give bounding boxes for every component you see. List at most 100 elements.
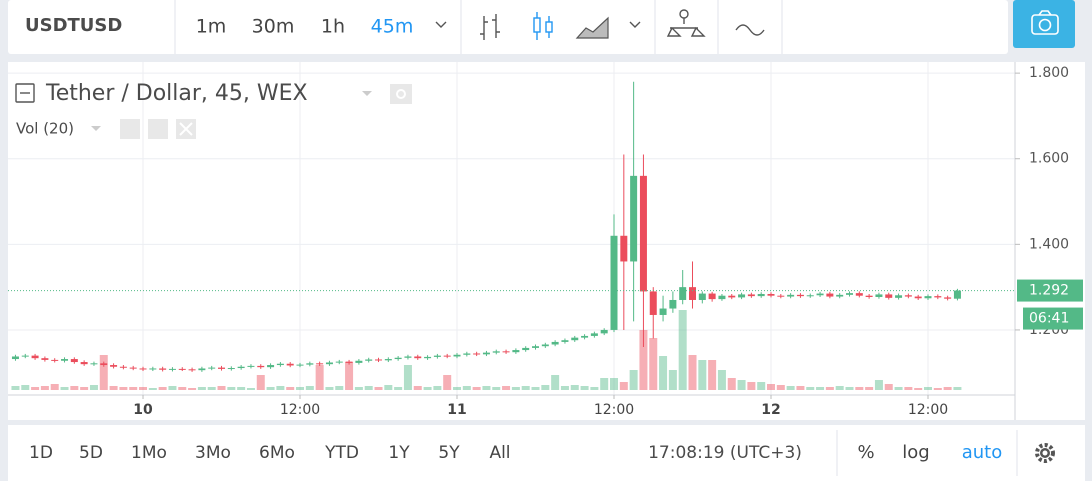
compare-icon[interactable] bbox=[735, 24, 765, 36]
candle-body bbox=[70, 359, 78, 363]
candle-body bbox=[414, 356, 422, 359]
candle-body bbox=[924, 296, 932, 299]
indicator-hide[interactable] bbox=[120, 119, 140, 139]
candle-body bbox=[11, 356, 19, 360]
range-button[interactable]: 6Mo bbox=[259, 443, 295, 463]
indicator-dropdown[interactable] bbox=[91, 126, 101, 131]
x-tick-label: 12:00 bbox=[908, 402, 948, 418]
volume-bar bbox=[884, 384, 893, 390]
candle-body bbox=[129, 367, 137, 369]
bars-icon[interactable] bbox=[480, 14, 500, 40]
candle-body bbox=[355, 360, 363, 363]
candles-icon[interactable] bbox=[533, 12, 553, 40]
candle-body bbox=[188, 369, 196, 371]
volume-bar bbox=[619, 382, 628, 390]
volume-pane bbox=[11, 310, 962, 390]
area-icon[interactable] bbox=[575, 16, 609, 39]
volume-bar bbox=[139, 387, 148, 390]
candle-body bbox=[855, 293, 863, 296]
indicators-icon[interactable] bbox=[666, 9, 706, 37]
interval-button[interactable]: 1h bbox=[321, 16, 345, 38]
indicator-settings[interactable] bbox=[148, 119, 168, 139]
scale-option[interactable]: auto bbox=[962, 442, 1003, 463]
volume-bar bbox=[492, 387, 501, 390]
candles bbox=[11, 81, 961, 372]
range-button[interactable]: 5Y bbox=[438, 443, 460, 463]
interval-button[interactable]: 30m bbox=[252, 16, 295, 38]
x-tick-label: 12 bbox=[761, 402, 780, 418]
range-button[interactable]: 5D bbox=[79, 443, 103, 463]
candle-body bbox=[80, 362, 88, 365]
scale-option[interactable]: % bbox=[857, 442, 874, 463]
candle-body bbox=[944, 297, 952, 299]
candle-body bbox=[630, 175, 638, 262]
chart-type-dropdown[interactable] bbox=[629, 21, 641, 28]
volume-bar bbox=[678, 310, 687, 390]
symbol[interactable]: USDTUSD bbox=[25, 15, 122, 36]
volume-bar bbox=[217, 386, 226, 390]
candle-body bbox=[689, 287, 697, 300]
y-tick-label: 1.800 bbox=[1029, 65, 1069, 81]
volume-bar bbox=[207, 387, 216, 390]
candle-body bbox=[149, 368, 157, 370]
dividers bbox=[174, 0, 783, 54]
volume-bar bbox=[472, 387, 481, 390]
collapse-icon[interactable] bbox=[15, 83, 35, 103]
volume-bar bbox=[99, 355, 108, 390]
interval-button[interactable]: 45m bbox=[371, 16, 414, 38]
volume-bar bbox=[31, 387, 40, 390]
range-button[interactable]: All bbox=[489, 443, 510, 463]
bottom-toolbar bbox=[8, 425, 1085, 481]
volume-bar bbox=[197, 387, 206, 390]
volume-bar bbox=[914, 388, 923, 390]
candle-body bbox=[826, 293, 834, 297]
volume-bar bbox=[511, 387, 520, 390]
range-button[interactable]: 1Mo bbox=[131, 443, 167, 463]
candle-body bbox=[708, 293, 716, 300]
candle-body bbox=[159, 368, 167, 370]
candle-body bbox=[394, 357, 402, 360]
settings-icon[interactable] bbox=[1035, 443, 1055, 463]
clock: 17:08:19 (UTC+3) bbox=[648, 443, 802, 463]
volume-bar bbox=[943, 387, 952, 390]
interval-button[interactable]: 1m bbox=[196, 16, 227, 38]
range-button[interactable]: 3Mo bbox=[195, 443, 231, 463]
candle-body bbox=[276, 363, 284, 366]
volume-bar bbox=[403, 365, 412, 390]
series-title: Tether / Dollar, 45, WEX bbox=[45, 81, 308, 106]
volume-bar bbox=[413, 386, 422, 390]
candle-body bbox=[463, 353, 471, 355]
volume-bar bbox=[580, 386, 589, 390]
volume-bar bbox=[747, 382, 756, 390]
candle-body bbox=[267, 365, 275, 368]
title-dropdown[interactable] bbox=[362, 91, 372, 96]
candle-body bbox=[100, 363, 108, 366]
candle-body bbox=[581, 335, 589, 338]
volume-bar bbox=[423, 387, 432, 390]
candle-body bbox=[649, 291, 657, 315]
candle-body bbox=[865, 295, 873, 297]
snapshot-button[interactable] bbox=[1013, 0, 1075, 48]
candle-body bbox=[806, 295, 814, 297]
range-button[interactable]: 1D bbox=[29, 443, 53, 463]
interval-dropdown[interactable] bbox=[435, 21, 447, 28]
candle-body bbox=[845, 293, 853, 295]
hide-series-button[interactable] bbox=[390, 84, 412, 104]
volume-bar bbox=[129, 387, 138, 390]
volume-bar bbox=[433, 386, 442, 390]
volume-bar bbox=[89, 385, 98, 390]
countdown-box bbox=[1023, 307, 1083, 330]
volume-bar bbox=[394, 387, 403, 390]
volume-bar bbox=[796, 386, 805, 390]
range-button[interactable]: YTD bbox=[324, 443, 359, 463]
range-button[interactable]: 1Y bbox=[388, 443, 410, 463]
candle-body bbox=[433, 355, 441, 357]
volume-bar bbox=[50, 384, 59, 390]
x-tick-label: 11 bbox=[447, 402, 466, 418]
volume-bar bbox=[178, 387, 187, 390]
scale-option[interactable]: log bbox=[902, 442, 929, 463]
volume-bar bbox=[708, 360, 717, 390]
candle-body bbox=[620, 235, 628, 262]
candle-body bbox=[325, 362, 333, 365]
volume-bar bbox=[354, 387, 363, 390]
